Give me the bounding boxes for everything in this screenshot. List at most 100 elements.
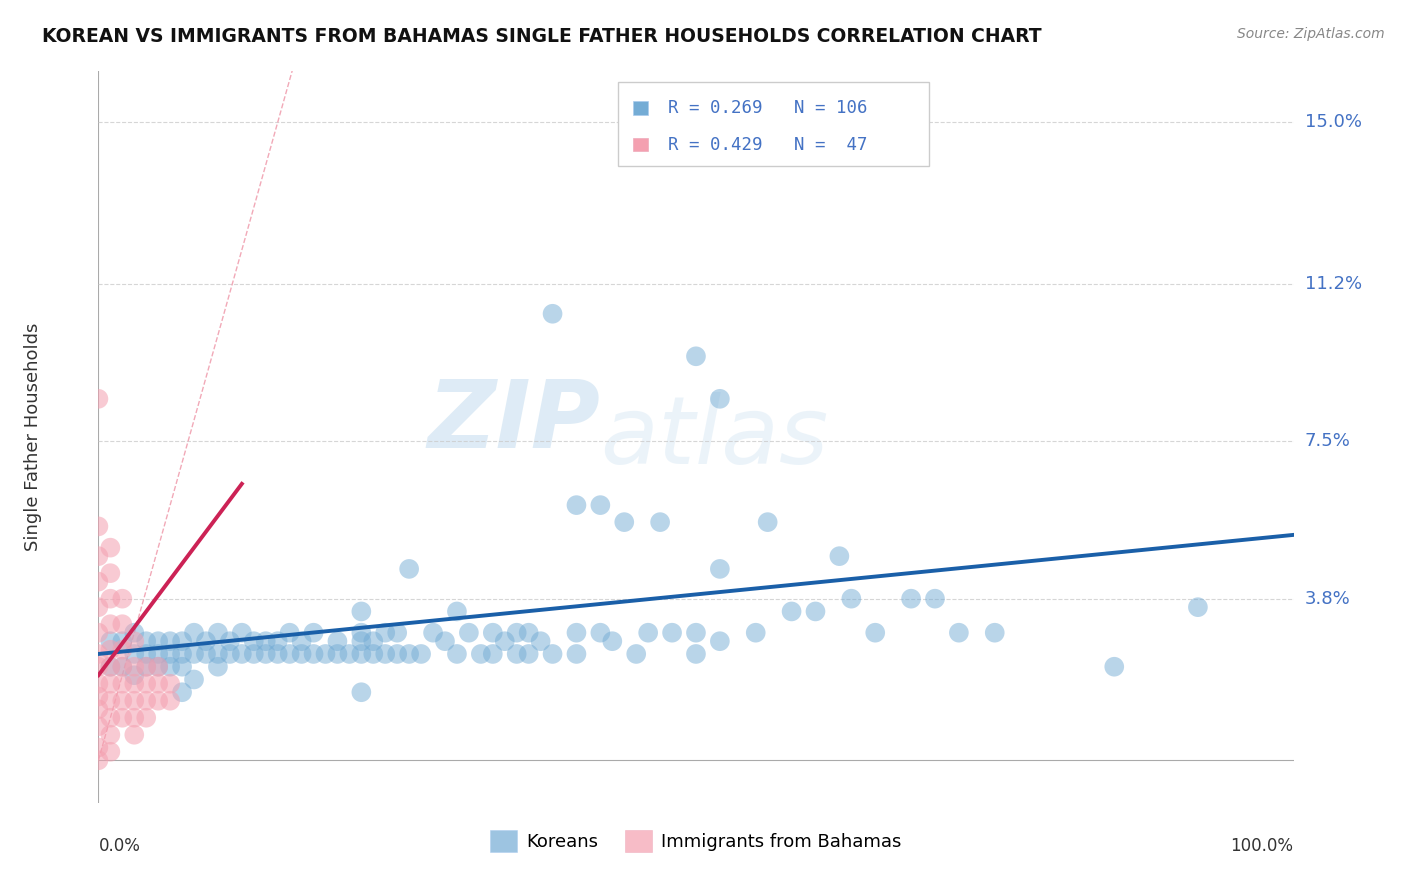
Point bbox=[398, 562, 420, 576]
Point bbox=[148, 659, 170, 673]
Point bbox=[231, 625, 253, 640]
Point bbox=[98, 541, 122, 555]
Point bbox=[183, 625, 205, 640]
Point bbox=[494, 634, 516, 648]
Point bbox=[254, 647, 277, 661]
Point bbox=[841, 591, 863, 606]
Point bbox=[900, 591, 922, 606]
Point bbox=[98, 617, 122, 632]
Point bbox=[326, 647, 349, 661]
Point bbox=[398, 647, 420, 661]
Point bbox=[135, 677, 157, 691]
Point bbox=[124, 694, 146, 708]
Point bbox=[374, 647, 396, 661]
Point bbox=[315, 647, 337, 661]
Point bbox=[924, 591, 946, 606]
Point bbox=[350, 647, 373, 661]
Point bbox=[411, 647, 433, 661]
Point bbox=[135, 659, 157, 673]
Point bbox=[685, 625, 707, 640]
Point bbox=[685, 647, 707, 661]
Point bbox=[111, 634, 134, 648]
Point bbox=[828, 549, 851, 563]
Point bbox=[111, 677, 134, 691]
Point bbox=[195, 647, 218, 661]
Point bbox=[219, 647, 242, 661]
Point bbox=[159, 659, 181, 673]
Point bbox=[267, 647, 290, 661]
Text: 15.0%: 15.0% bbox=[1305, 113, 1361, 131]
FancyBboxPatch shape bbox=[633, 102, 648, 114]
Point bbox=[98, 659, 122, 673]
Point bbox=[183, 647, 205, 661]
Point bbox=[506, 647, 529, 661]
Point bbox=[87, 659, 110, 673]
Point bbox=[207, 647, 229, 661]
Point bbox=[709, 562, 731, 576]
Point bbox=[87, 519, 110, 533]
Point bbox=[231, 647, 253, 661]
Point bbox=[363, 647, 385, 661]
Text: R = 0.429   N =  47: R = 0.429 N = 47 bbox=[668, 136, 868, 153]
Point bbox=[565, 625, 588, 640]
Point bbox=[87, 625, 110, 640]
Point bbox=[589, 625, 612, 640]
Point bbox=[434, 634, 457, 648]
Point bbox=[148, 677, 170, 691]
Text: 3.8%: 3.8% bbox=[1305, 590, 1350, 607]
Point bbox=[517, 625, 540, 640]
Point bbox=[350, 685, 373, 699]
Point bbox=[159, 677, 181, 691]
Point bbox=[124, 659, 146, 673]
Point bbox=[87, 690, 110, 704]
Point bbox=[565, 647, 588, 661]
Point bbox=[804, 604, 827, 618]
Point bbox=[374, 625, 396, 640]
Point bbox=[326, 634, 349, 648]
Point bbox=[183, 673, 205, 687]
Point bbox=[98, 642, 122, 657]
Point bbox=[363, 634, 385, 648]
Point bbox=[148, 634, 170, 648]
Point bbox=[1187, 600, 1209, 615]
Point bbox=[541, 307, 564, 321]
Text: 100.0%: 100.0% bbox=[1230, 837, 1294, 855]
Point bbox=[87, 677, 110, 691]
Point bbox=[98, 677, 122, 691]
Point bbox=[458, 625, 481, 640]
Point bbox=[111, 659, 134, 673]
Point bbox=[98, 659, 122, 673]
Point bbox=[172, 634, 194, 648]
Point bbox=[756, 515, 779, 529]
Point bbox=[302, 625, 325, 640]
Point bbox=[98, 728, 122, 742]
Text: KOREAN VS IMMIGRANTS FROM BAHAMAS SINGLE FATHER HOUSEHOLDS CORRELATION CHART: KOREAN VS IMMIGRANTS FROM BAHAMAS SINGLE… bbox=[42, 27, 1042, 45]
Text: Source: ZipAtlas.com: Source: ZipAtlas.com bbox=[1237, 27, 1385, 41]
Text: 7.5%: 7.5% bbox=[1305, 433, 1351, 450]
Point bbox=[87, 753, 110, 767]
Point bbox=[865, 625, 887, 640]
Point bbox=[172, 659, 194, 673]
Point bbox=[98, 566, 122, 581]
Point bbox=[385, 647, 409, 661]
Point bbox=[745, 625, 768, 640]
Point bbox=[124, 728, 146, 742]
FancyBboxPatch shape bbox=[619, 82, 929, 167]
Text: Single Father Households: Single Father Households bbox=[24, 323, 42, 551]
Point bbox=[207, 659, 229, 673]
Point bbox=[1104, 659, 1126, 673]
Point bbox=[648, 515, 672, 529]
Text: ZIP: ZIP bbox=[427, 376, 600, 468]
Point bbox=[87, 574, 110, 589]
Point bbox=[254, 634, 277, 648]
Point bbox=[984, 625, 1007, 640]
Point bbox=[98, 745, 122, 759]
Point bbox=[780, 604, 803, 618]
Point bbox=[87, 549, 110, 563]
Point bbox=[530, 634, 553, 648]
Point bbox=[481, 625, 505, 640]
Point bbox=[446, 604, 468, 618]
Point bbox=[709, 392, 731, 406]
Point bbox=[135, 659, 157, 673]
Point bbox=[124, 647, 146, 661]
